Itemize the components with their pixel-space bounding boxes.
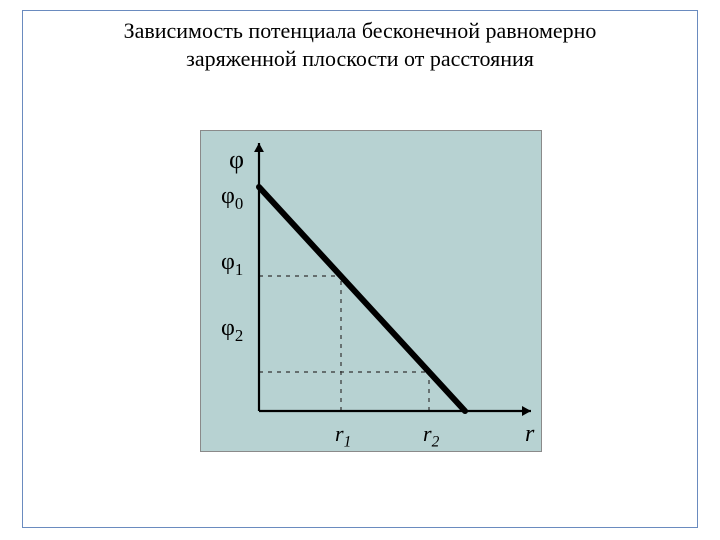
y-axis-arrow-icon [254,143,264,152]
y-axis-symbol: φ [229,145,244,175]
chart-svg [201,131,541,451]
x-axis-symbol: r [525,421,534,448]
y-axis-label-0: φ0 [221,183,243,214]
x-axis-arrow-icon [522,406,531,416]
y-axis-label-1: φ1 [221,249,243,280]
y-axis-label-2: φ2 [221,315,243,346]
x-axis-label-1: r2 [423,421,439,451]
slide-title-line1: Зависимость потенциала бесконечной равно… [0,18,720,44]
chart-panel: φ r φ0 φ1 φ2 r1 r2 [200,130,542,452]
potential-line [259,187,465,411]
slide-title-line2: заряженной плоскости от расстояния [0,46,720,72]
x-axis-label-0: r1 [335,421,351,451]
